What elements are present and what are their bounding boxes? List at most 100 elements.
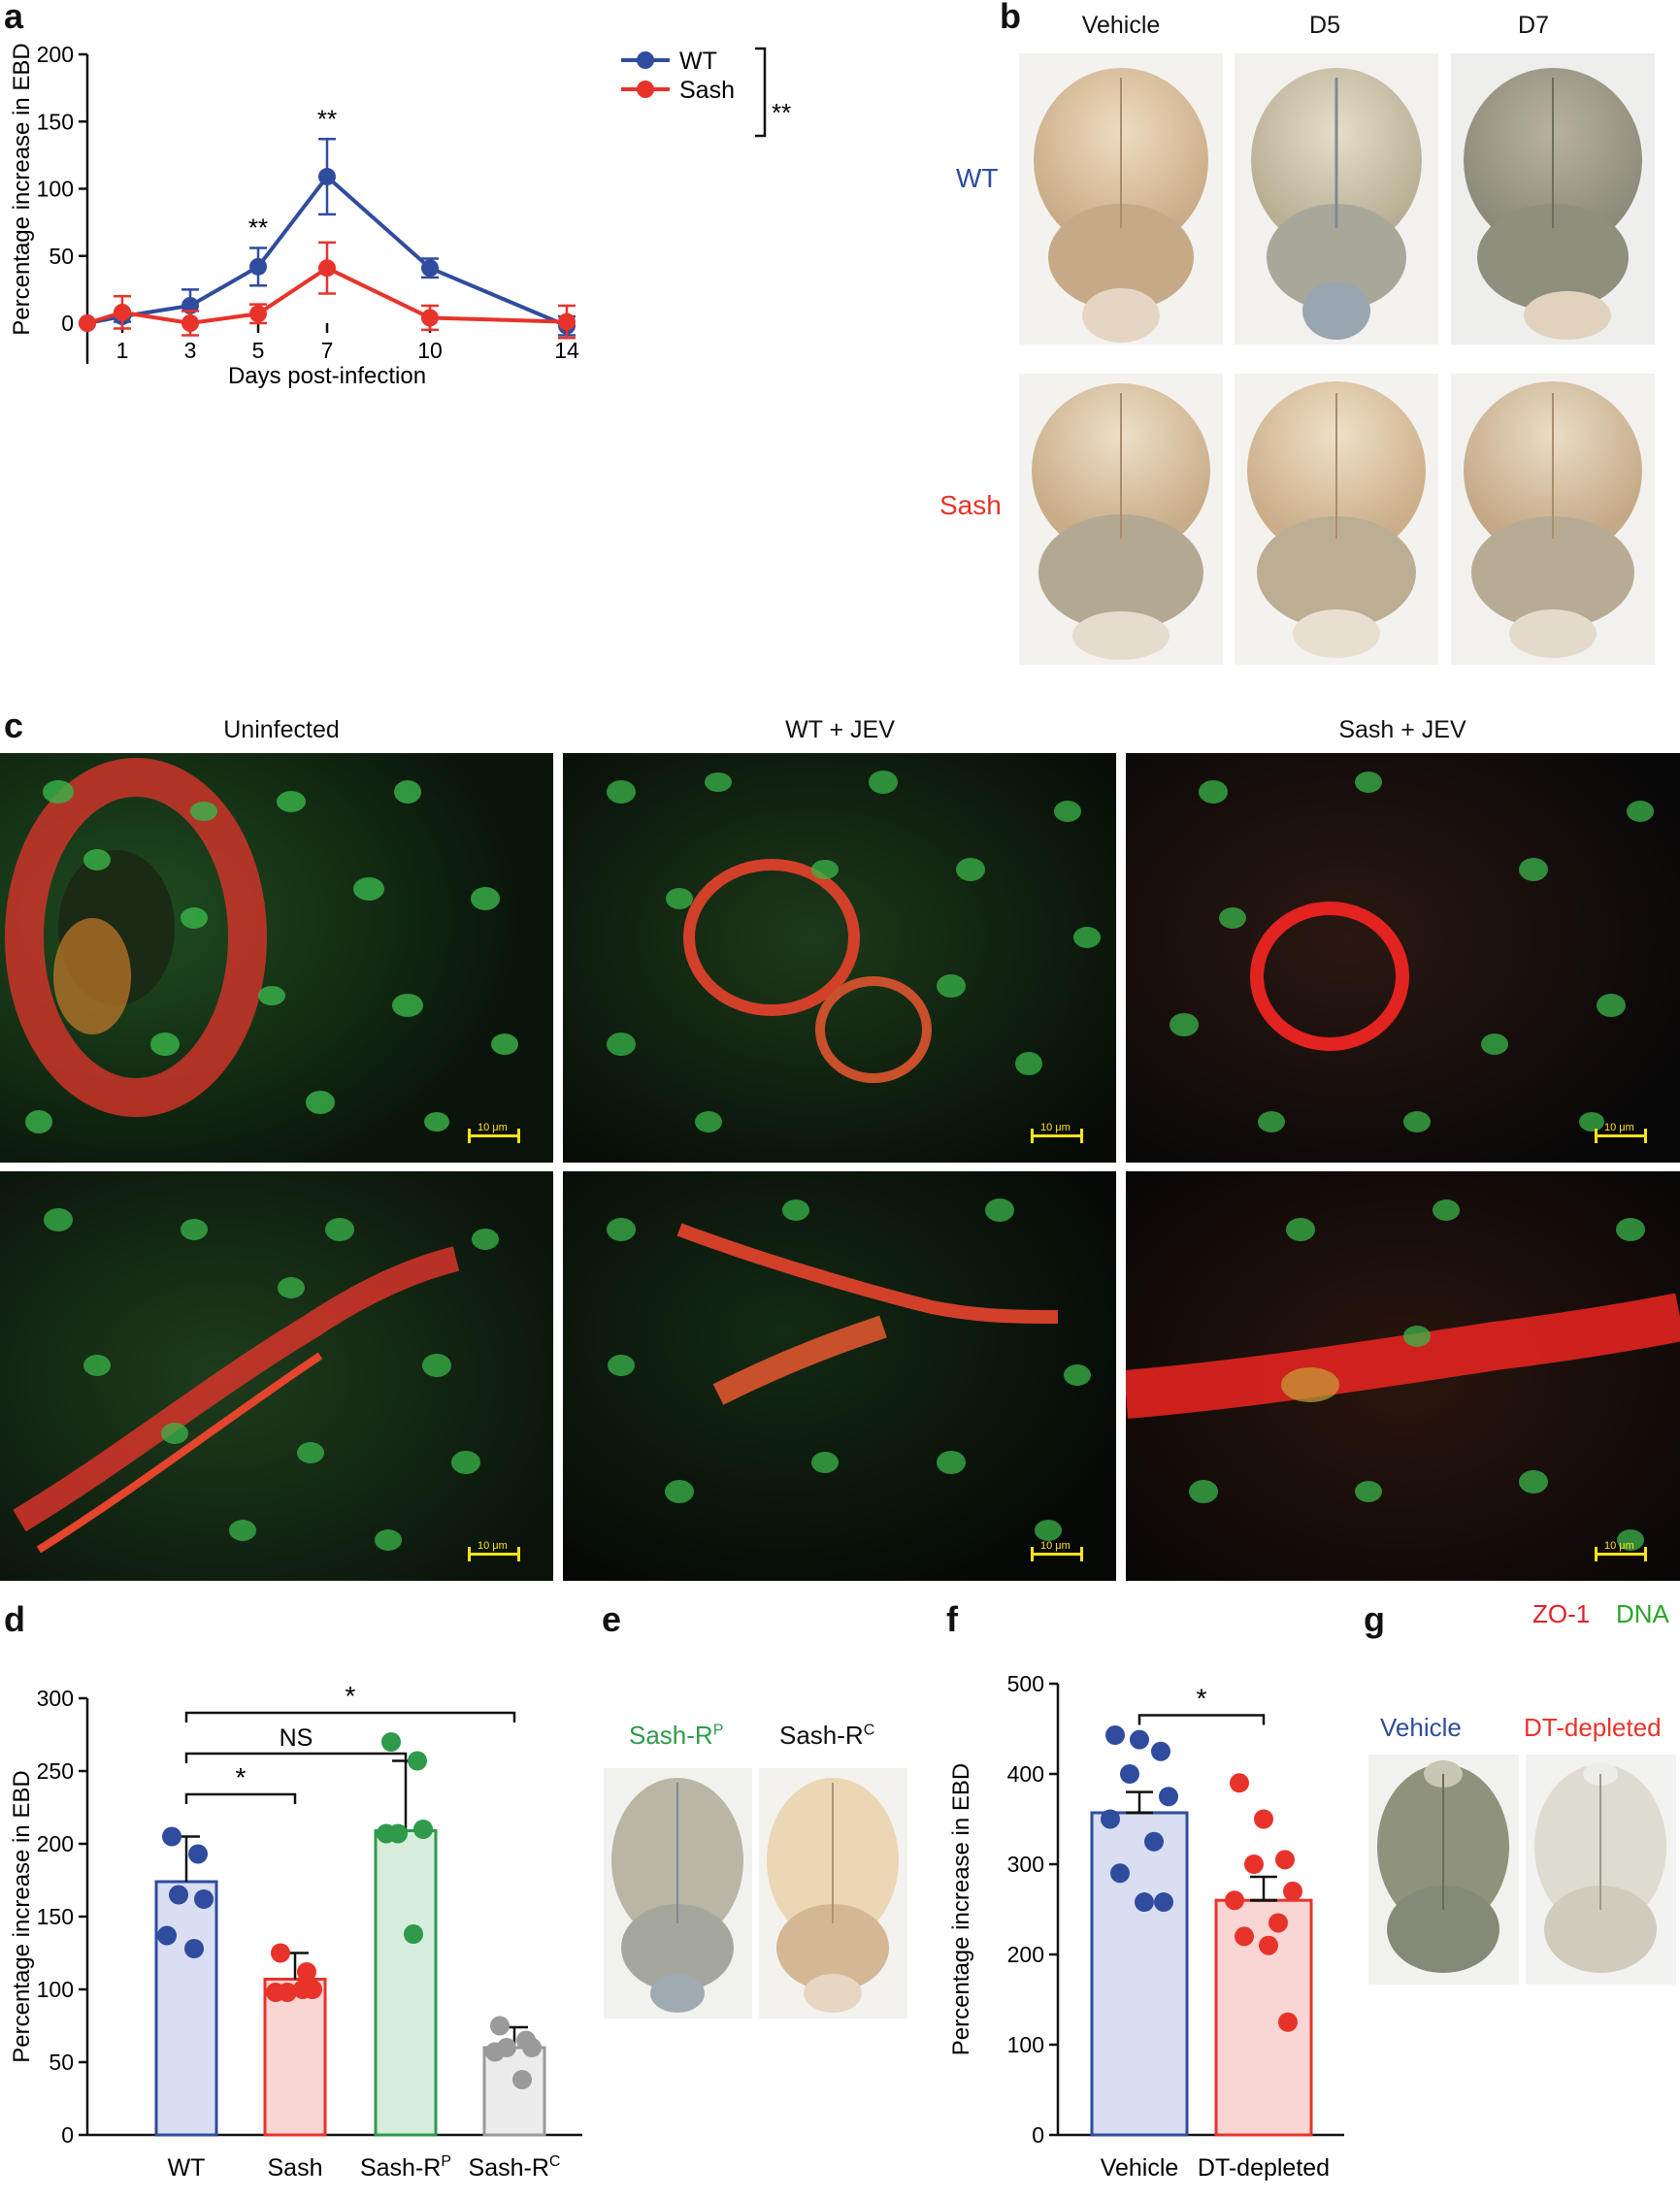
panel-label-d: d <box>4 1599 25 1639</box>
x-tick-label: 1 <box>116 338 129 363</box>
data-point <box>1275 1850 1295 1870</box>
row-label-wt: WT <box>956 163 999 193</box>
data-point <box>169 1885 188 1905</box>
panel-label-f: f <box>946 1599 958 1639</box>
brain-photo-sash-vehicle <box>1019 374 1223 665</box>
data-point <box>558 312 576 331</box>
row-label-sash: Sash <box>939 490 1002 520</box>
panel-label-b: b <box>1000 0 1021 36</box>
brain-photo-sash-d5 <box>1235 374 1438 665</box>
data-point <box>157 1925 177 1946</box>
data-point <box>188 1844 208 1864</box>
data-point <box>1283 1881 1302 1901</box>
micrograph-sash-jev-2: 10 μm <box>1126 1171 1680 1581</box>
brain-photo-sash-d7 <box>1451 374 1655 665</box>
bar <box>1090 1811 1189 2137</box>
significance-bracket <box>1137 1714 1266 1725</box>
data-point <box>1135 1892 1154 1913</box>
col-label-d5: D5 <box>1309 12 1340 39</box>
scale-bar-label: 10 μm <box>478 1540 508 1552</box>
x-tick-label: 14 <box>554 338 579 363</box>
significance-bracket <box>184 1792 297 1804</box>
y-tick-label: 50 <box>49 244 74 269</box>
x-tick-label: Sash <box>268 2154 323 2182</box>
data-point <box>249 257 267 276</box>
x-tick-label: 5 <box>252 338 265 363</box>
chart-d-bar: 0 50 100 150 200 250 300 Percentage increase in… <box>9 1681 582 2182</box>
data-point <box>1225 1890 1244 1911</box>
col-label-d7: D7 <box>1518 12 1549 39</box>
bar <box>374 1829 438 2137</box>
legend-zo1: ZO-1 <box>1532 1599 1591 1628</box>
x-tick-label: WT <box>168 2154 206 2182</box>
y-tick-label: 100 <box>37 1977 74 2002</box>
data-point <box>194 1889 214 1909</box>
brain-photo-wt-d5 <box>1235 53 1438 345</box>
x-tick-label: 3 <box>184 338 197 363</box>
data-point <box>421 309 439 327</box>
data-point <box>413 1820 433 1839</box>
legend-label-wt: WT <box>679 48 717 75</box>
data-point <box>1120 1764 1139 1784</box>
data-point <box>1130 1729 1149 1750</box>
data-point <box>318 168 336 186</box>
y-tick-label: 50 <box>49 2050 74 2075</box>
bar <box>482 2046 546 2137</box>
data-point <box>381 1732 401 1752</box>
data-point <box>249 305 267 323</box>
data-point <box>184 1939 204 1958</box>
micrograph-uninfected-2: 10 μm <box>0 1171 553 1581</box>
data-point <box>1230 1773 1249 1793</box>
micrograph-sash-jev-1: 10 μm <box>1126 753 1680 1163</box>
bar <box>263 1978 327 2137</box>
y-tick-label: 300 <box>1007 1852 1044 1877</box>
x-tick-label: Vehicle <box>1101 2154 1179 2182</box>
label-vehicle: Vehicle <box>1380 1713 1462 1742</box>
brain-photo-wt-vehicle <box>1019 53 1223 345</box>
label-sash-rc: Sash-RC <box>779 1721 875 1750</box>
y-tick-label: 150 <box>37 109 74 134</box>
scale-bar-label: 10 μm <box>1604 1122 1634 1133</box>
significance-marker: * <box>1197 1684 1207 1714</box>
data-point <box>1244 1854 1264 1874</box>
legend-marker-wt <box>637 51 654 69</box>
y-tick-label: 400 <box>1007 1761 1044 1787</box>
x-axis-label: Days post-infection <box>228 363 426 389</box>
brain-photo-sash-rp <box>604 1768 752 2018</box>
brain-photo-g-dt-depleted <box>1526 1755 1676 1985</box>
data-point <box>1101 1809 1120 1829</box>
data-point <box>181 314 199 332</box>
data-point <box>318 259 336 278</box>
col-label-uninfected: Uninfected <box>223 716 340 743</box>
label-sash-rp: Sash-RP <box>629 1721 724 1750</box>
y-tick-label: 0 <box>61 2122 74 2148</box>
panel-label-a: a <box>4 0 24 36</box>
data-point <box>1254 1809 1273 1829</box>
data-point <box>1144 1831 1164 1852</box>
panel-label-e: e <box>602 1599 622 1639</box>
data-point <box>1151 1741 1170 1761</box>
significance-marker: * <box>236 1762 247 1792</box>
data-point <box>1110 1863 1130 1884</box>
x-tick-label: 10 <box>417 338 443 363</box>
significance-bracket <box>184 1711 516 1723</box>
data-point <box>1259 1935 1278 1955</box>
y-tick-label: 0 <box>61 311 74 336</box>
micrograph-uninfected-1: 10 μm <box>0 753 553 1163</box>
scale-bar-label: 10 μm <box>1040 1122 1071 1133</box>
y-tick-label: 100 <box>37 177 74 202</box>
data-point <box>79 314 96 332</box>
scale-bar-label: 10 μm <box>478 1122 508 1133</box>
legend-marker-sash <box>637 81 654 98</box>
significance-marker: NS <box>280 1724 313 1752</box>
legend-bracket <box>755 47 767 138</box>
data-point <box>266 1983 285 2002</box>
data-point <box>408 1751 427 1771</box>
significance-marker: ** <box>248 213 268 242</box>
y-tick-label: 0 <box>1032 2122 1044 2148</box>
data-point <box>114 303 131 321</box>
data-point <box>293 1980 313 1999</box>
col-label-sash-jev: Sash + JEV <box>1338 716 1466 743</box>
chart-a-line: 0 50 100 150 200 1 3 5 7 10 14 Days post-infection P… <box>9 42 791 389</box>
legend-significance: ** <box>772 98 791 127</box>
